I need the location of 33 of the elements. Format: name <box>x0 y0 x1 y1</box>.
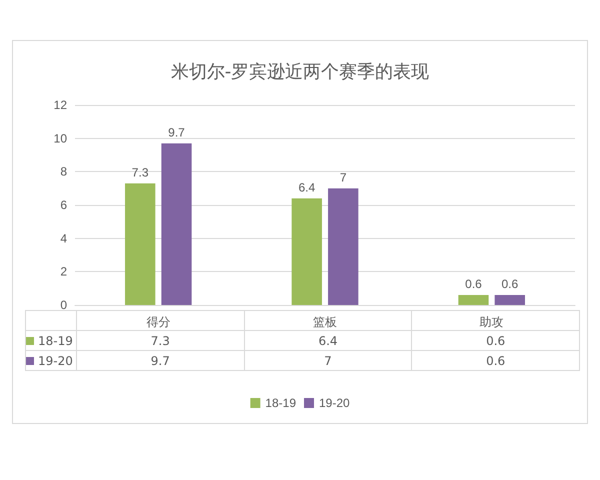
y-tick-label: 10 <box>54 131 68 146</box>
bar <box>125 183 156 305</box>
y-tick-label: 6 <box>60 198 68 212</box>
data-label: 0.6 <box>465 277 482 291</box>
bar <box>328 188 358 305</box>
x-tick-label: 得分 <box>146 315 170 329</box>
y-tick-label: 8 <box>60 164 68 179</box>
chart-title: 米切尔-罗宾逊近两个赛季的表现 <box>170 62 430 82</box>
x-tick-label: 助攻 <box>480 315 504 329</box>
data-label: 9.7 <box>168 125 186 140</box>
text: 0.6 <box>412 350 580 370</box>
y-tick-label: 4 <box>60 231 68 246</box>
text: 6.4 <box>244 330 412 350</box>
legend-label: 18-19 <box>26 330 76 350</box>
text: 18-19 <box>265 396 296 410</box>
data-label: 6.4 <box>298 180 316 194</box>
text: 7 <box>244 350 412 370</box>
y-tick-label: 2 <box>60 264 68 279</box>
bar <box>292 198 322 305</box>
text: 0.6 <box>412 330 580 350</box>
legend-label: 19-20 <box>319 396 350 410</box>
text: 19-20 <box>38 354 73 368</box>
data-label: 0.6 <box>502 277 519 291</box>
bar <box>161 143 192 305</box>
x-tick-label: 篮板 <box>313 315 337 329</box>
data-label: 7.3 <box>132 165 149 180</box>
data-label: 7 <box>340 170 347 184</box>
y-tick-label: 0 <box>60 298 68 312</box>
y-tick-label: 12 <box>54 98 68 112</box>
text: 7.3 <box>76 330 244 350</box>
text: 9.7 <box>76 350 244 370</box>
bar <box>458 295 489 305</box>
bar <box>494 295 525 305</box>
